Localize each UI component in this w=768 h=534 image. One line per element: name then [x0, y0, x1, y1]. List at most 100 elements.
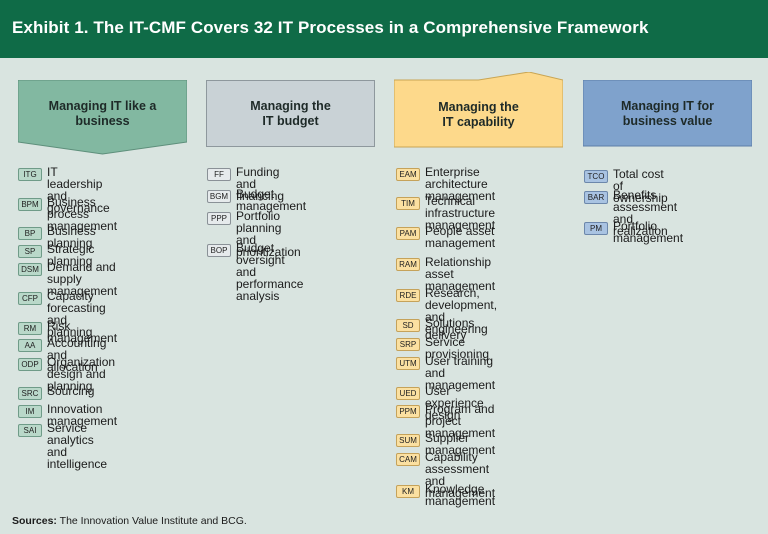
process-item: SUM Supplier management	[396, 432, 495, 456]
process-code: IM	[18, 405, 42, 418]
process-code: BOP	[207, 244, 231, 257]
process-label: Innovation management	[47, 402, 118, 428]
process-item: RAM Relationship asset management	[396, 256, 495, 292]
process-label: Service analytics and intelligence	[47, 421, 108, 471]
process-code: PM	[584, 222, 608, 235]
process-item: SP Strategic planning	[18, 243, 94, 267]
process-label: Solutions delivery	[425, 316, 475, 342]
process-item: SRP Service provisioning	[396, 336, 489, 360]
process-label: Budget management	[236, 187, 307, 213]
chevron-up-shape	[394, 72, 563, 148]
process-item: KM Knowledge management	[396, 483, 495, 507]
process-code: FF	[207, 168, 231, 181]
process-item: BP Business planning	[18, 225, 96, 249]
rectangle-shape	[206, 80, 375, 147]
process-label: Budget oversight and performance analysi…	[236, 241, 304, 303]
process-code: ODP	[18, 358, 42, 371]
process-label: Total cost of ownership	[613, 167, 668, 205]
process-label: Capability assessment and management	[425, 450, 496, 500]
exhibit-title: Exhibit 1. The IT-CMF Covers 32 IT Proce…	[0, 0, 768, 58]
sources-label: Sources:	[12, 515, 57, 527]
process-item: RDE Research, development, and engineerin…	[396, 287, 497, 335]
process-item: FF Funding and financing	[207, 166, 284, 202]
process-code: UED	[396, 387, 420, 400]
process-code: PPP	[207, 212, 231, 225]
process-item: EAM Enterprise architecture management	[396, 166, 495, 202]
process-item: PPM Program and project management	[396, 403, 495, 439]
arrow-left-shape	[583, 80, 752, 147]
process-label: Strategic planning	[47, 242, 95, 268]
sources-note: Sources: The Innovation Value Institute …	[12, 515, 247, 527]
process-item: RM Risk management	[18, 320, 117, 344]
process-code: PAM	[396, 227, 420, 240]
process-code: BAR	[584, 191, 608, 204]
column-header-3: Managing the IT capability	[394, 72, 563, 152]
process-label: Research, development, and engineering	[425, 286, 498, 336]
process-code: DSM	[18, 263, 42, 276]
process-label: People asset management	[425, 224, 496, 250]
process-item: TCO Total cost of ownership	[584, 168, 668, 204]
process-item: BAR Benefits assessment and realization	[584, 189, 677, 237]
process-item: SD Solutions delivery	[396, 317, 474, 341]
process-item: PM Portfolio management	[584, 220, 683, 244]
process-item: AA Accounting and allocation	[18, 337, 106, 373]
process-item: BPM Business process management	[18, 196, 117, 232]
process-item: PPP Portfolio planning and prioritization	[207, 210, 301, 258]
process-code: CFP	[18, 292, 42, 305]
process-code: SRC	[18, 387, 42, 400]
process-label: Risk management	[47, 319, 118, 345]
process-label: Benefits assessment and realization	[613, 188, 678, 238]
process-item: UTM User training and management	[396, 355, 495, 391]
process-item: DSM Demand and supply management	[18, 261, 117, 297]
process-label: Demand and supply management	[47, 260, 118, 298]
process-label: Business planning	[47, 224, 96, 250]
process-item: BGM Budget management	[207, 188, 306, 212]
process-item: UED User experience design	[396, 385, 484, 421]
process-code: TCO	[584, 170, 608, 183]
process-code: CAM	[396, 453, 420, 466]
column-title: Managing the IT capability	[438, 100, 519, 129]
chevron-down-shape	[18, 80, 187, 155]
process-item: IM Innovation management	[18, 403, 117, 427]
process-label: Funding and financing	[236, 165, 285, 203]
process-item: CFP Capacity forecasting and planning	[18, 290, 106, 338]
process-label: Capacity forecasting and planning	[47, 289, 106, 339]
process-code: SD	[396, 319, 420, 332]
sources-text: The Innovation Value Institute and BCG.	[59, 515, 247, 527]
process-code: RDE	[396, 289, 420, 302]
process-label: Accounting and allocation	[47, 336, 107, 374]
process-code: RAM	[396, 258, 420, 271]
process-code: EAM	[396, 168, 420, 181]
process-code: ITG	[18, 168, 42, 181]
process-item: ODP Organization design and planning	[18, 356, 115, 392]
process-label: User training and management	[425, 354, 496, 392]
process-code: BGM	[207, 190, 231, 203]
process-item: TIM Technical infrastructure management	[396, 195, 495, 231]
column-header-1: Managing IT like a business	[18, 80, 187, 160]
process-code: UTM	[396, 357, 420, 370]
process-label: Sourcing	[47, 384, 95, 398]
process-label: Program and project management	[425, 402, 496, 440]
process-code: BPM	[18, 198, 42, 211]
process-item: ITG IT leadership and governance	[18, 166, 110, 214]
process-code: TIM	[396, 197, 420, 210]
process-code: SAI	[18, 424, 42, 437]
process-label: Knowledge management	[425, 482, 496, 508]
column-header-2: Managing the IT budget	[206, 80, 375, 160]
process-label: Technical infrastructure management	[425, 194, 496, 232]
process-item: BOP Budget oversight and performance anal…	[207, 242, 303, 302]
process-label: IT leadership and governance	[47, 165, 110, 215]
process-label: Organization design and planning	[47, 355, 116, 393]
process-label: Business process management	[47, 195, 118, 233]
process-code: PPM	[396, 405, 420, 418]
process-code: SUM	[396, 434, 420, 447]
column-title: Managing IT like a business	[48, 99, 157, 128]
process-item: SAI Service analytics and intelligence	[18, 422, 107, 470]
process-item: SRC Sourcing	[18, 385, 94, 400]
process-code: SP	[18, 245, 42, 258]
process-label: Enterprise architecture management	[425, 165, 496, 203]
process-item: PAM People asset management	[396, 225, 495, 249]
process-label: Service provisioning	[425, 335, 490, 361]
column-title: Managing IT for business value	[620, 99, 715, 128]
process-code: SRP	[396, 338, 420, 351]
